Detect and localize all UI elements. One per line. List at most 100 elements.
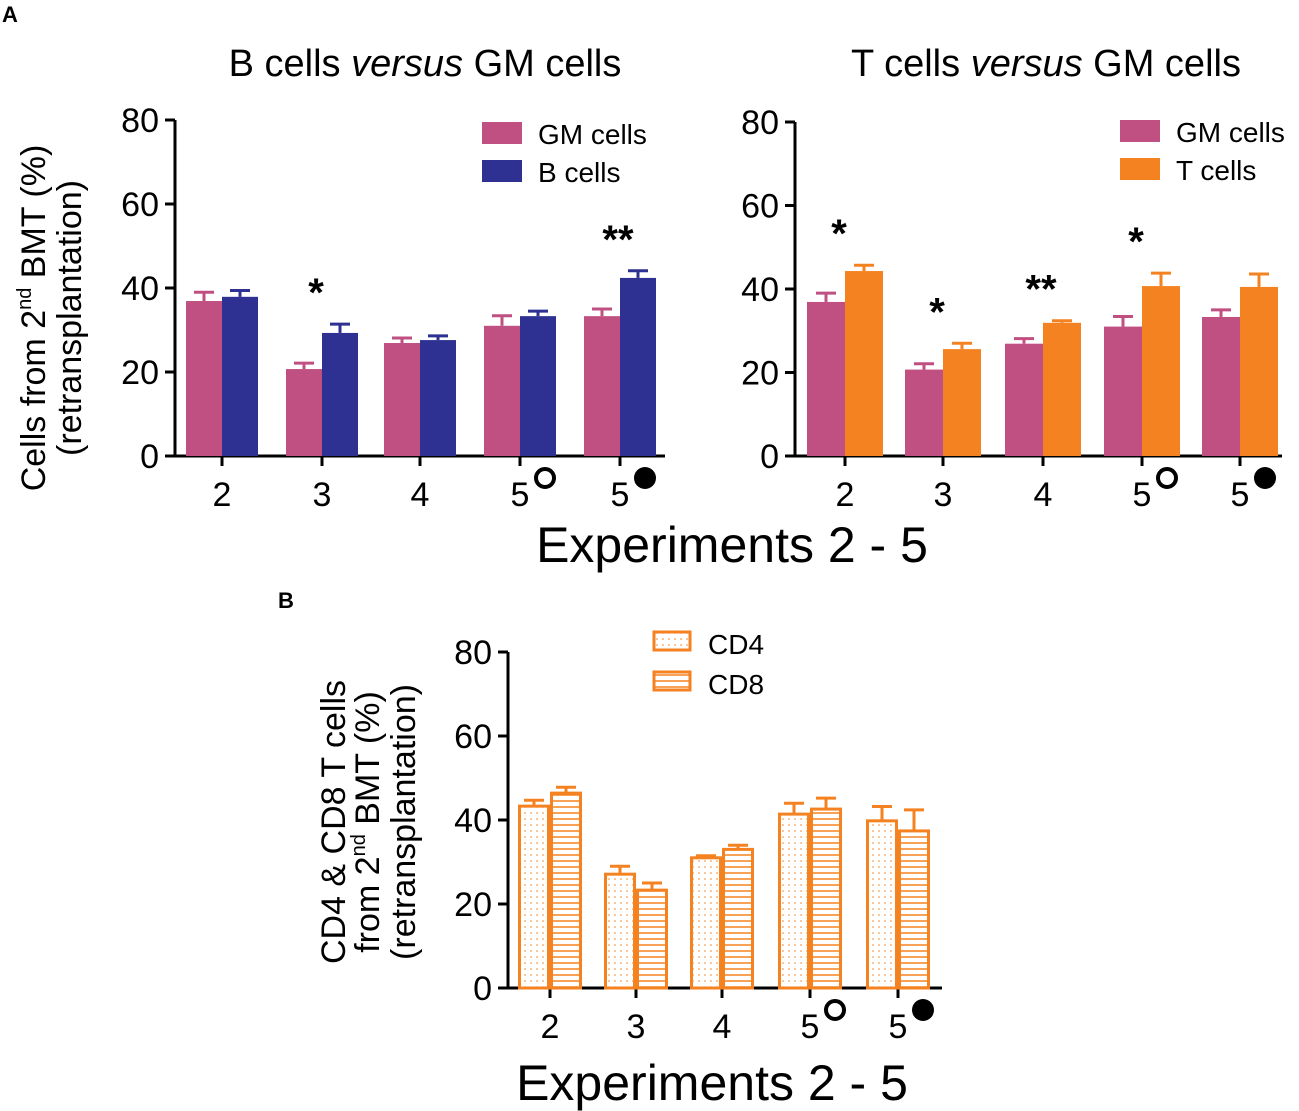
- filled-circle-marker: [1254, 467, 1276, 489]
- bar-cd8: [550, 791, 582, 990]
- x-tick-label: 5: [611, 476, 630, 514]
- y-tick-label: 20: [454, 886, 492, 924]
- x-tick-label: 4: [713, 1008, 732, 1046]
- open-circle-marker: [824, 999, 846, 1021]
- y-tick-label: 40: [741, 271, 779, 309]
- panel-label-a: A: [2, 2, 18, 27]
- legend-swatch: [652, 670, 692, 692]
- bar-cd4: [690, 856, 722, 990]
- panel-label-b: B: [278, 588, 294, 613]
- legend-label: B cells: [538, 157, 620, 188]
- x-tick-label: 3: [934, 476, 953, 514]
- x-tick-label: 5: [889, 1008, 908, 1046]
- y-axis-label-a: Cells from 2nd BMT (%) (retransplantatio…: [14, 145, 89, 492]
- x-tick-label: 4: [1034, 476, 1053, 514]
- y-tick-label: 60: [741, 188, 779, 226]
- bar-cd4: [518, 804, 550, 990]
- x-tick-label: 4: [411, 476, 430, 514]
- legend-swatch: [482, 122, 522, 144]
- x-tick-label: 2: [213, 476, 232, 514]
- legend-swatch: [1120, 120, 1160, 142]
- significance-marker: *: [831, 212, 847, 256]
- svg-text:Cells from 2nd BMT (%): Cells from 2nd BMT (%): [14, 145, 53, 492]
- bar-gm-cells: [1202, 316, 1240, 456]
- y-tick-label: 20: [741, 355, 779, 393]
- x-tick-label: 2: [541, 1008, 560, 1046]
- legend-swatch: [1120, 158, 1160, 180]
- significance-marker: *: [308, 271, 324, 315]
- bar-gm-cells: [807, 301, 845, 456]
- bar-cd8: [810, 807, 842, 990]
- open-circle-marker: [1156, 467, 1178, 489]
- y-tick-label: 80: [121, 102, 159, 140]
- x-axis-label-a: Experiments 2 - 5: [536, 517, 928, 573]
- bar-t-cells: [1142, 286, 1180, 456]
- svg-text:CD4 & CD8 T cells: CD4 & CD8 T cells: [315, 680, 353, 964]
- legend-label: GM cells: [538, 119, 647, 150]
- bar-t-cells: [1240, 286, 1278, 456]
- filled-circle-marker: [634, 467, 656, 489]
- svg-text:(retransplantation): (retransplantation): [385, 684, 423, 960]
- y-tick-label: 0: [760, 438, 779, 476]
- x-tick-label: 3: [313, 476, 332, 514]
- bar-gm-cells: [384, 343, 420, 456]
- legend-label: CD4: [708, 629, 764, 660]
- bar-gm-cells: [905, 369, 943, 456]
- filled-circle-marker: [912, 999, 934, 1021]
- open-circle-marker: [534, 467, 556, 489]
- chart-1: 0 20 40 60 80 2 * 3 * 4 ** 5 * 5 GM cells T cells: [741, 104, 1285, 514]
- bar-cd4: [866, 819, 898, 990]
- bar-gm-cells: [484, 325, 520, 456]
- x-tick-label: 5: [801, 1008, 820, 1046]
- bar-b-cells: [420, 340, 456, 456]
- bar-cd8: [636, 888, 668, 990]
- chart-title-t-vs-gm: T cells versus GM cells: [851, 43, 1241, 85]
- x-tick-label: 5: [1231, 476, 1250, 514]
- bar-cd8: [722, 847, 754, 990]
- svg-text:from 2nd BMT (%): from 2nd BMT (%): [348, 691, 387, 953]
- bar-t-cells: [943, 349, 981, 456]
- significance-marker: *: [1128, 220, 1144, 264]
- legend-label: CD8: [708, 669, 764, 700]
- y-tick-label: 0: [140, 438, 159, 476]
- bar-b-cells: [322, 332, 358, 456]
- legend-label: T cells: [1176, 155, 1256, 186]
- y-tick-label: 40: [454, 802, 492, 840]
- bar-gm-cells: [286, 369, 322, 456]
- significance-marker: *: [929, 290, 945, 334]
- significance-marker: **: [1025, 268, 1057, 312]
- legend-label: GM cells: [1176, 117, 1285, 148]
- legend-swatch: [482, 160, 522, 182]
- bar-b-cells: [620, 277, 656, 456]
- x-tick-label: 5: [1133, 476, 1152, 514]
- x-tick-label: 3: [627, 1008, 646, 1046]
- bar-cd4: [604, 872, 636, 990]
- x-tick-label: 5: [511, 476, 530, 514]
- bar-t-cells: [845, 271, 883, 456]
- bar-b-cells: [222, 296, 258, 456]
- chart-0: 0 20 40 60 80 2 3 * 4 5 5 ** GM cells B cells: [121, 102, 665, 514]
- bar-gm-cells: [186, 301, 222, 456]
- bar-cd8: [898, 829, 930, 990]
- x-tick-label: 2: [836, 476, 855, 514]
- y-axis-label-b: CD4 & CD8 T cells from 2nd BMT (%) (retr…: [315, 680, 423, 964]
- y-tick-label: 60: [121, 186, 159, 224]
- bar-gm-cells: [584, 316, 620, 456]
- bar-t-cells: [1043, 322, 1081, 456]
- chart-title-b-vs-gm: B cells versus GM cells: [229, 43, 622, 85]
- legend-swatch: [652, 630, 692, 652]
- y-tick-label: 20: [121, 354, 159, 392]
- bar-gm-cells: [1005, 343, 1043, 456]
- y-tick-label: 0: [473, 970, 492, 1008]
- significance-marker: **: [602, 218, 634, 262]
- chart-2: 0 20 40 60 80 2 3 4 5 5 CD4 CD8: [454, 629, 942, 1046]
- y-tick-label: 40: [121, 270, 159, 308]
- y-tick-label: 60: [454, 718, 492, 756]
- bar-cd4: [778, 812, 810, 990]
- svg-text:(retransplantation): (retransplantation): [51, 180, 89, 456]
- y-tick-label: 80: [454, 634, 492, 672]
- x-axis-label-b: Experiments 2 - 5: [516, 1055, 908, 1111]
- bar-b-cells: [520, 316, 556, 456]
- y-tick-label: 80: [741, 104, 779, 142]
